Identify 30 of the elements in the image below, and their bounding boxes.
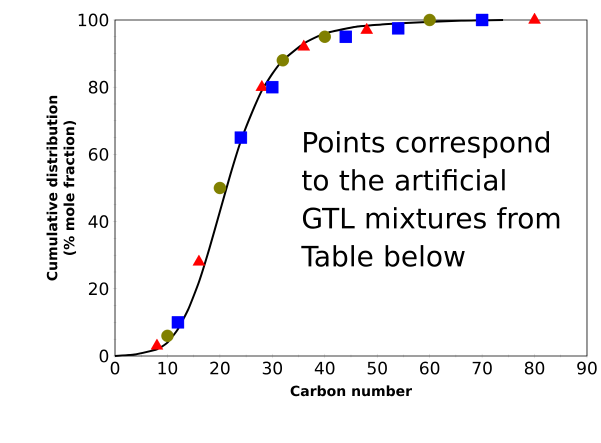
point: [392, 22, 404, 35]
y-tick-label: 40: [88, 215, 108, 228]
x-tick-label: 70: [472, 362, 492, 375]
y-tick-label: 100: [78, 14, 108, 26]
y-axis-title: Cumulative distribution (% mole fraction): [46, 96, 76, 281]
x-tick-label: 50: [368, 362, 387, 375]
y-tick-label: 60: [88, 148, 108, 161]
point: [423, 14, 436, 26]
point: [318, 30, 331, 43]
point: [340, 30, 352, 43]
x-axis-title: Carbon number: [290, 385, 412, 396]
y-tick-label: 80: [88, 80, 108, 94]
x-tick-label: 20: [210, 362, 230, 375]
x-tick-label: 0: [110, 362, 120, 375]
x-tick-label: 80: [524, 362, 544, 375]
x-tick-label: 90: [577, 362, 597, 375]
point: [266, 80, 279, 94]
annotation: Points correspond to the artificial GTL mixtures from Table below: [301, 131, 560, 267]
x-tick-label: 60: [420, 362, 440, 375]
x-tick-label: 10: [158, 362, 178, 375]
point: [276, 54, 290, 67]
x-tick-label: 30: [262, 362, 282, 375]
point: [172, 316, 184, 329]
point: [161, 330, 174, 342]
point: [234, 131, 248, 144]
y-tick-label: 20: [88, 282, 108, 296]
x-tick-label: 40: [314, 362, 334, 375]
point: [476, 14, 488, 26]
point: [214, 182, 226, 194]
y-tick-label: 0: [100, 350, 108, 362]
